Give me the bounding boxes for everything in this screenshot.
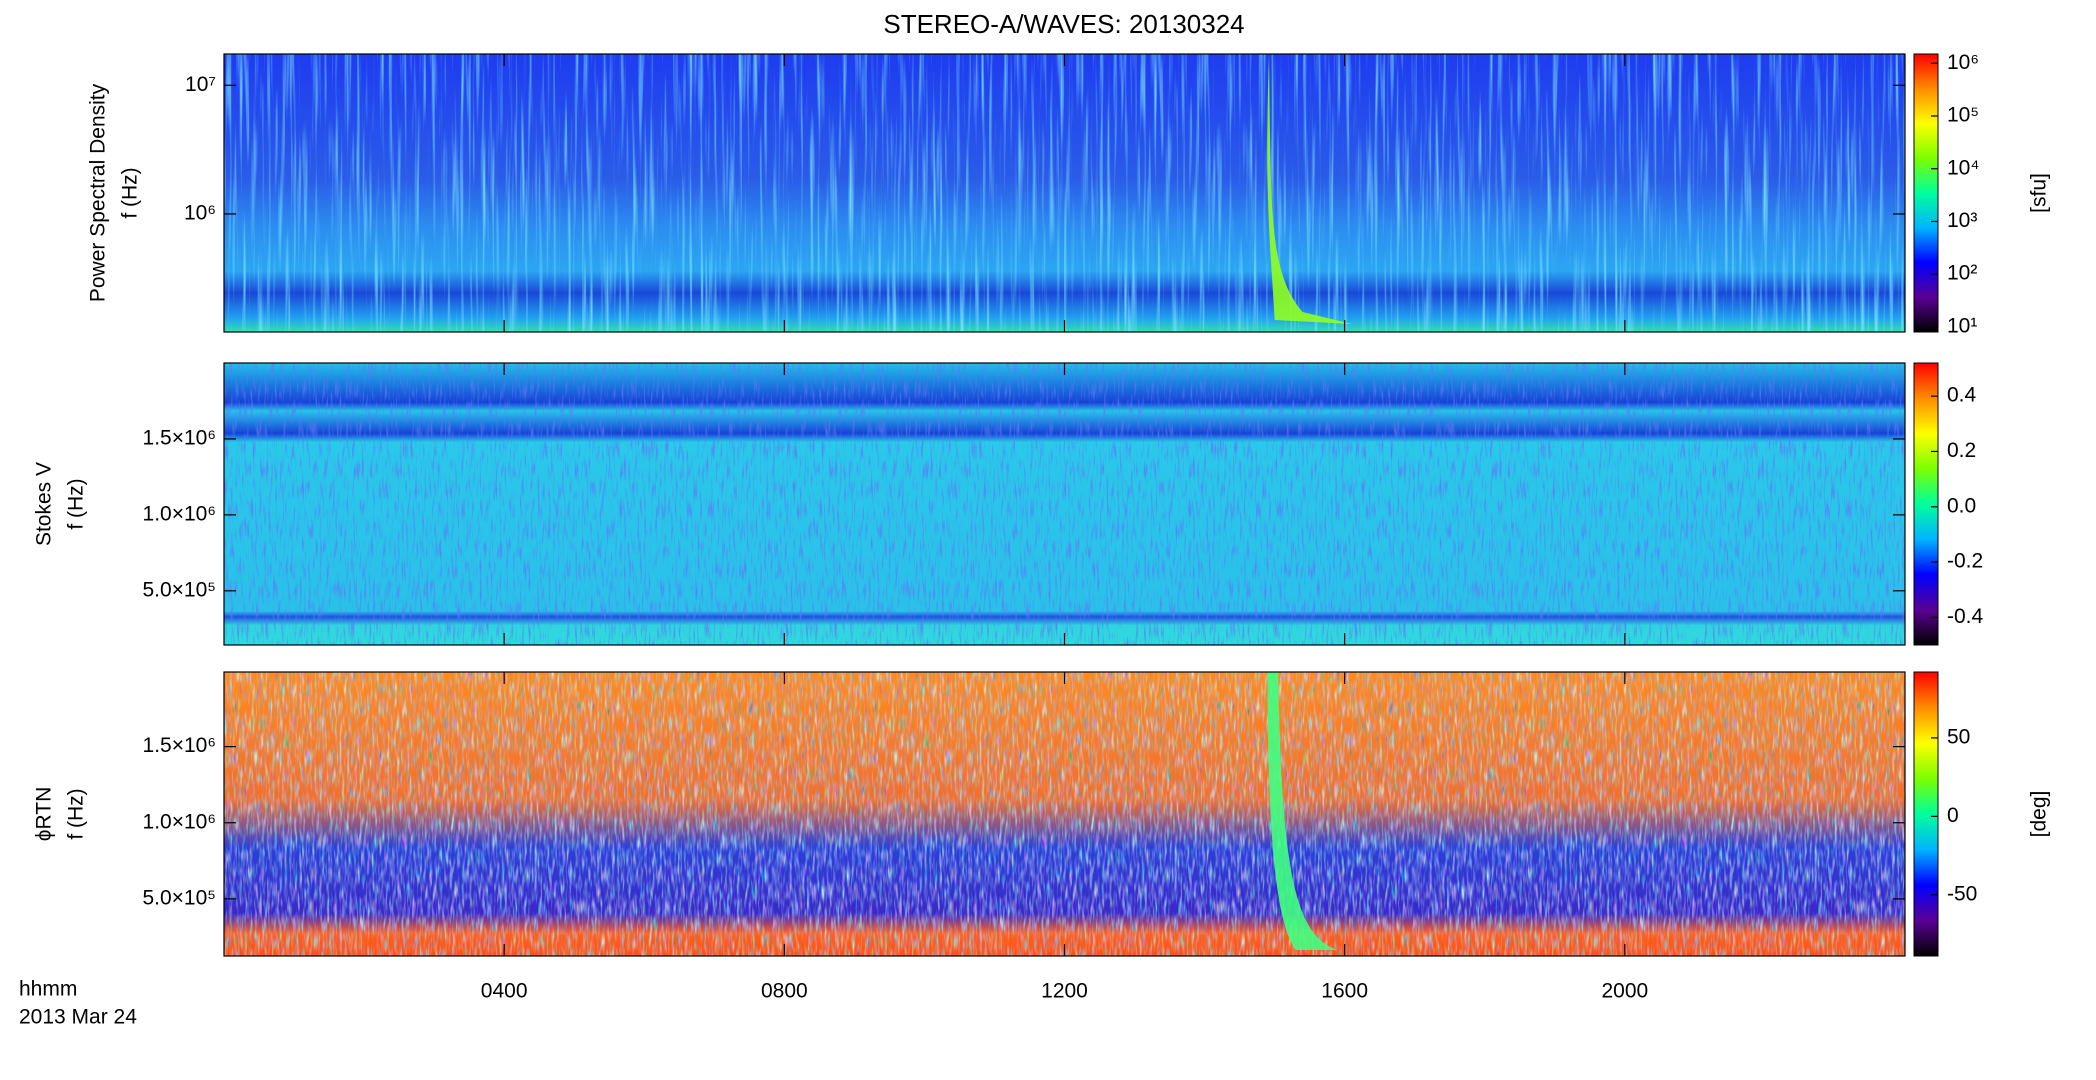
x-tick-label: 0800 — [761, 980, 808, 1003]
colorbar-label: [sfu] — [2028, 173, 2051, 213]
colorbar-tick-label: 50 — [1947, 725, 1970, 748]
y-axis-label: Stokes V — [33, 462, 56, 546]
y-axis-label: f (Hz) — [119, 167, 142, 218]
colorbar-tick-label: 10⁴ — [1947, 156, 1979, 179]
y-axis-label: ϕRTN — [33, 787, 56, 842]
colorbar-tick-label: 10² — [1947, 262, 1977, 285]
x-tick-label: 0400 — [481, 980, 528, 1003]
y-tick-label: 1.5×10⁶ — [143, 426, 216, 449]
y-tick-label: 1.5×10⁶ — [143, 734, 216, 757]
x-tick-label: 1200 — [1041, 980, 1088, 1003]
colorbar-tick-label: 10⁶ — [1947, 51, 1979, 74]
colorbar-tick-label: 0.2 — [1947, 439, 1976, 462]
y-tick-label: 1.0×10⁶ — [143, 502, 216, 525]
radio-burst — [1267, 54, 1352, 324]
y-tick-label: 1.0×10⁶ — [143, 810, 216, 833]
spectrogram-texture — [224, 363, 1905, 645]
colorbar-tick-label: 0.4 — [1947, 384, 1977, 407]
y-tick-label: 10⁷ — [185, 73, 216, 96]
date-label: 2013 Mar 24 — [19, 1006, 137, 1029]
colorbar-tick-label: 0 — [1947, 804, 1959, 827]
colorbar-tick-label: 10⁵ — [1947, 104, 1979, 127]
y-axis-label: f (Hz) — [65, 788, 88, 839]
colorbar — [1913, 362, 1939, 646]
colorbar — [1913, 53, 1939, 333]
spectrogram-texture — [224, 54, 1905, 332]
colorbar-tick-label: 10³ — [1947, 209, 1977, 232]
x-axis-label: hhmm — [19, 978, 77, 1001]
colorbar — [1913, 671, 1939, 957]
y-axis-label: Power Spectral Density — [87, 83, 110, 302]
colorbar-tick-label: -0.2 — [1947, 550, 1983, 573]
y-tick-label: 5.0×10⁵ — [142, 886, 216, 909]
colorbar-label: [deg] — [2028, 791, 2051, 838]
colorbar-tick-label: -50 — [1947, 882, 1977, 905]
chart-title: STEREO-A/WAVES: 20130324 — [883, 9, 1244, 39]
colorbar-tick-label: 10¹ — [1947, 314, 1977, 337]
radio-burst — [1267, 672, 1338, 950]
x-tick-label: 2000 — [1601, 980, 1648, 1003]
y-axis-label: f (Hz) — [65, 478, 88, 529]
colorbar-tick-label: 0.0 — [1947, 494, 1976, 517]
spectrogram-texture — [224, 672, 1905, 956]
colorbar-tick-label: -0.4 — [1947, 605, 1984, 628]
x-tick-label: 1600 — [1321, 980, 1368, 1003]
y-tick-label: 10⁶ — [184, 202, 216, 225]
y-tick-label: 5.0×10⁵ — [142, 578, 216, 601]
